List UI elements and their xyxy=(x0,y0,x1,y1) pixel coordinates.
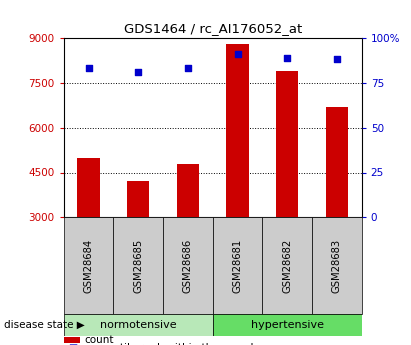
Text: GSM28686: GSM28686 xyxy=(183,238,193,293)
Point xyxy=(85,66,92,71)
Bar xyxy=(213,314,362,336)
Bar xyxy=(262,217,312,314)
Bar xyxy=(163,217,213,314)
Bar xyxy=(177,164,199,217)
Bar xyxy=(77,158,100,217)
Text: count: count xyxy=(84,335,114,345)
Text: GSM28682: GSM28682 xyxy=(282,238,292,293)
Text: GSM28685: GSM28685 xyxy=(133,238,143,293)
Text: ■: ■ xyxy=(68,344,77,345)
Point xyxy=(234,51,241,57)
Text: GSM28684: GSM28684 xyxy=(83,239,94,293)
Bar xyxy=(113,217,163,314)
Bar xyxy=(276,71,298,217)
Point xyxy=(284,55,291,60)
Bar xyxy=(226,44,249,217)
Point xyxy=(334,57,340,62)
Point xyxy=(185,66,191,71)
Bar xyxy=(326,107,348,217)
Title: GDS1464 / rc_AI176052_at: GDS1464 / rc_AI176052_at xyxy=(124,22,302,36)
Point xyxy=(135,69,141,75)
Bar xyxy=(127,181,149,217)
Bar xyxy=(213,217,262,314)
Text: normotensive: normotensive xyxy=(100,320,176,330)
Text: GSM28681: GSM28681 xyxy=(233,238,242,293)
Text: disease state ▶: disease state ▶ xyxy=(4,320,85,330)
Text: hypertensive: hypertensive xyxy=(251,320,324,330)
Text: GSM28683: GSM28683 xyxy=(332,239,342,293)
Bar xyxy=(64,217,113,314)
Text: percentile rank within the sample: percentile rank within the sample xyxy=(84,344,260,345)
Bar xyxy=(64,314,213,336)
Bar xyxy=(312,217,362,314)
